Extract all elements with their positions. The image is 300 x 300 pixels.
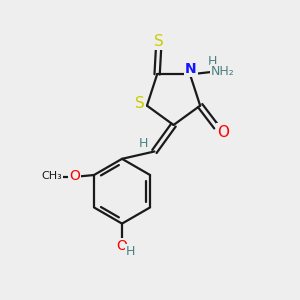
Text: NH₂: NH₂ (211, 65, 234, 78)
Text: S: S (154, 34, 164, 49)
Text: H: H (208, 55, 218, 68)
Text: CH₃: CH₃ (41, 172, 62, 182)
Text: O: O (69, 169, 80, 184)
Text: H: H (139, 137, 148, 150)
Text: S: S (135, 96, 145, 111)
Text: N: N (185, 62, 197, 76)
Text: O: O (217, 124, 229, 140)
Text: H: H (126, 245, 135, 258)
Text: O: O (117, 239, 128, 253)
